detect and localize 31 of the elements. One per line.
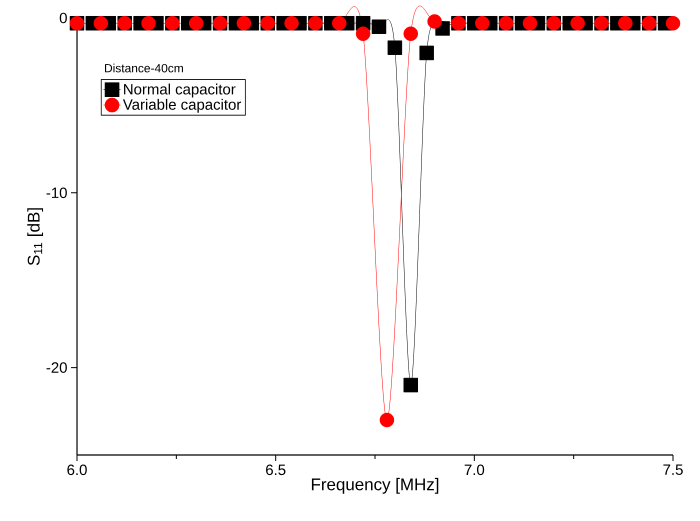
point bbox=[404, 378, 418, 392]
y-tick-label: -10 bbox=[46, 187, 67, 198]
point bbox=[356, 26, 370, 41]
point bbox=[332, 16, 346, 30]
x-tick-label: 7.0 bbox=[464, 464, 484, 476]
legend-title: Distance-40cm bbox=[105, 64, 183, 72]
x-tick-label: 6.5 bbox=[266, 464, 286, 476]
y-tick-label: 0 bbox=[60, 12, 67, 24]
point bbox=[380, 412, 394, 428]
point bbox=[419, 46, 434, 60]
point bbox=[141, 16, 156, 30]
legend-label: Normal capacitor bbox=[124, 84, 236, 98]
point bbox=[618, 16, 633, 30]
point bbox=[94, 16, 108, 30]
x-tick-label: 6.0 bbox=[67, 464, 87, 476]
point bbox=[372, 19, 386, 34]
point bbox=[404, 26, 418, 41]
point bbox=[570, 16, 585, 30]
point bbox=[188, 16, 204, 30]
point bbox=[388, 40, 402, 55]
point bbox=[284, 16, 299, 30]
x-tick-label: 7.5 bbox=[663, 464, 683, 475]
y-axis-title: S$_{11}$ [dB] bbox=[27, 208, 44, 266]
point bbox=[666, 16, 680, 30]
legend-label: Variable capacitor bbox=[122, 98, 242, 113]
y-tick-label: -20 bbox=[46, 362, 67, 373]
point bbox=[475, 16, 490, 30]
point bbox=[427, 14, 442, 29]
point bbox=[522, 16, 538, 30]
point bbox=[236, 16, 252, 30]
x-axis-title: Frequency [MHz] bbox=[312, 478, 438, 494]
